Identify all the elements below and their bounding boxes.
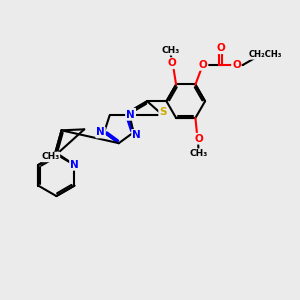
Text: CH₂CH₃: CH₂CH₃ bbox=[248, 50, 282, 59]
Text: O: O bbox=[199, 60, 208, 70]
Text: CH₃: CH₃ bbox=[162, 46, 180, 55]
Text: N: N bbox=[127, 109, 135, 119]
Text: O: O bbox=[216, 43, 225, 53]
Text: O: O bbox=[168, 58, 177, 68]
Text: O: O bbox=[232, 60, 241, 70]
Text: CH₃: CH₃ bbox=[41, 152, 59, 161]
Text: N: N bbox=[126, 110, 135, 120]
Text: O: O bbox=[194, 134, 203, 144]
Text: N: N bbox=[132, 130, 141, 140]
Text: CH₃: CH₃ bbox=[189, 149, 208, 158]
Text: S: S bbox=[159, 107, 166, 117]
Text: N: N bbox=[70, 160, 79, 170]
Text: N: N bbox=[96, 128, 105, 137]
